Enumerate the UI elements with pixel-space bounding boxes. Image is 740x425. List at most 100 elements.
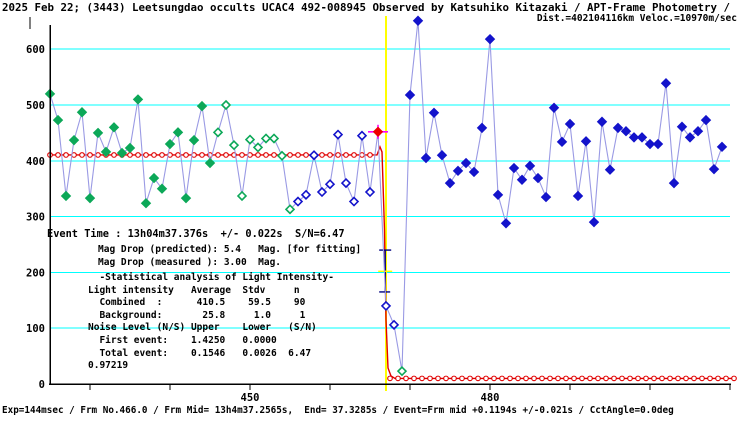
data-point-blue-hollow bbox=[332, 129, 344, 140]
data-point-green bbox=[60, 190, 72, 202]
data-point-blue bbox=[532, 172, 544, 184]
background-point bbox=[419, 375, 425, 382]
data-point-blue bbox=[436, 150, 448, 161]
data-point-blue bbox=[604, 164, 616, 175]
data-point-green-hollow bbox=[236, 190, 248, 202]
data-point-green-hollow bbox=[212, 127, 224, 138]
data-point-blue bbox=[444, 177, 456, 189]
model-point bbox=[95, 152, 101, 158]
x-axis-label: 450 bbox=[241, 392, 260, 404]
data-point-blue-hollow bbox=[324, 179, 336, 190]
background-point bbox=[523, 375, 529, 382]
data-point-blue bbox=[588, 216, 600, 228]
data-point-green-hollow bbox=[396, 366, 408, 377]
model-point bbox=[79, 152, 85, 158]
data-point-blue bbox=[564, 118, 576, 130]
data-point-blue bbox=[692, 126, 704, 137]
data-point-blue-hollow bbox=[316, 186, 328, 198]
background-point bbox=[539, 375, 545, 382]
data-point-blue bbox=[428, 107, 440, 119]
data-point-blue bbox=[628, 132, 640, 143]
data-point-green bbox=[108, 122, 120, 133]
background-point bbox=[675, 375, 681, 382]
background-point bbox=[459, 375, 465, 382]
background-point bbox=[395, 375, 401, 382]
data-point-green bbox=[132, 94, 144, 105]
data-point-green-hollow bbox=[268, 133, 280, 144]
data-point-green bbox=[204, 157, 216, 169]
data-point-blue bbox=[452, 165, 464, 177]
model-point bbox=[367, 152, 373, 158]
model-point bbox=[223, 152, 229, 158]
background-point bbox=[699, 375, 705, 382]
mag-drop-block: Mag Drop (predicted): 5.4 Mag. [for fitt… bbox=[98, 244, 362, 269]
data-point-blue bbox=[596, 116, 608, 127]
background-point bbox=[531, 375, 537, 382]
data-point-green-hollow bbox=[228, 140, 240, 151]
background-point bbox=[683, 375, 689, 382]
chart-title: 2025 Feb 22; (3443) Leetsungdao occults … bbox=[2, 1, 731, 14]
y-axis-label: 400 bbox=[26, 156, 45, 168]
data-point-blue bbox=[580, 136, 592, 147]
background-point bbox=[715, 375, 721, 382]
data-point-blue bbox=[516, 174, 528, 185]
model-point bbox=[135, 152, 141, 158]
data-point-green-hollow bbox=[244, 134, 256, 145]
model-point bbox=[143, 152, 149, 158]
background-point bbox=[587, 375, 593, 382]
data-point-blue bbox=[540, 191, 552, 203]
background-point bbox=[507, 375, 513, 382]
background-point bbox=[563, 375, 569, 382]
model-point bbox=[327, 152, 333, 158]
data-point-green bbox=[68, 134, 80, 146]
background-point bbox=[387, 375, 393, 382]
background-point bbox=[435, 375, 441, 382]
model-point bbox=[351, 152, 357, 158]
background-point bbox=[555, 375, 561, 382]
data-point-blue bbox=[684, 132, 696, 143]
data-point-green bbox=[52, 114, 64, 126]
data-point-green bbox=[76, 107, 88, 118]
background-point bbox=[595, 375, 601, 382]
model-point bbox=[335, 152, 341, 158]
data-point-blue bbox=[676, 121, 688, 132]
model-point bbox=[127, 152, 133, 158]
background-point bbox=[475, 375, 481, 382]
background-point bbox=[427, 375, 433, 382]
background-point bbox=[627, 375, 633, 382]
background-point bbox=[659, 375, 665, 382]
data-point-green bbox=[100, 146, 112, 158]
y-axis-label: 0 bbox=[39, 379, 45, 391]
background-point bbox=[611, 375, 617, 382]
background-point bbox=[603, 375, 609, 382]
y-axis-label: 300 bbox=[26, 212, 45, 224]
model-point bbox=[215, 152, 221, 158]
data-point-blue-hollow bbox=[340, 177, 352, 189]
data-point-blue-hollow bbox=[300, 189, 312, 200]
data-point-green bbox=[172, 127, 184, 138]
model-point bbox=[263, 152, 269, 158]
background-point bbox=[451, 375, 457, 382]
background-point bbox=[635, 375, 641, 382]
y-axis-label: 500 bbox=[26, 100, 45, 112]
model-point bbox=[343, 152, 349, 158]
data-point-green bbox=[124, 142, 136, 154]
model-point bbox=[319, 152, 325, 158]
data-point-blue bbox=[476, 122, 488, 134]
data-point-blue-hollow bbox=[356, 130, 368, 141]
background-point bbox=[467, 375, 473, 382]
data-point-blue bbox=[420, 152, 432, 164]
data-point-green-hollow bbox=[252, 142, 264, 153]
data-point-green bbox=[148, 172, 160, 184]
model-point bbox=[239, 152, 245, 158]
data-point-blue-hollow bbox=[388, 319, 400, 330]
background-point bbox=[483, 375, 489, 382]
data-point-blue bbox=[716, 141, 728, 153]
background-point bbox=[643, 375, 649, 382]
data-point-blue bbox=[644, 138, 656, 150]
data-point-green bbox=[196, 100, 208, 112]
data-point-green-hollow bbox=[276, 150, 288, 161]
data-point-green bbox=[84, 192, 96, 204]
